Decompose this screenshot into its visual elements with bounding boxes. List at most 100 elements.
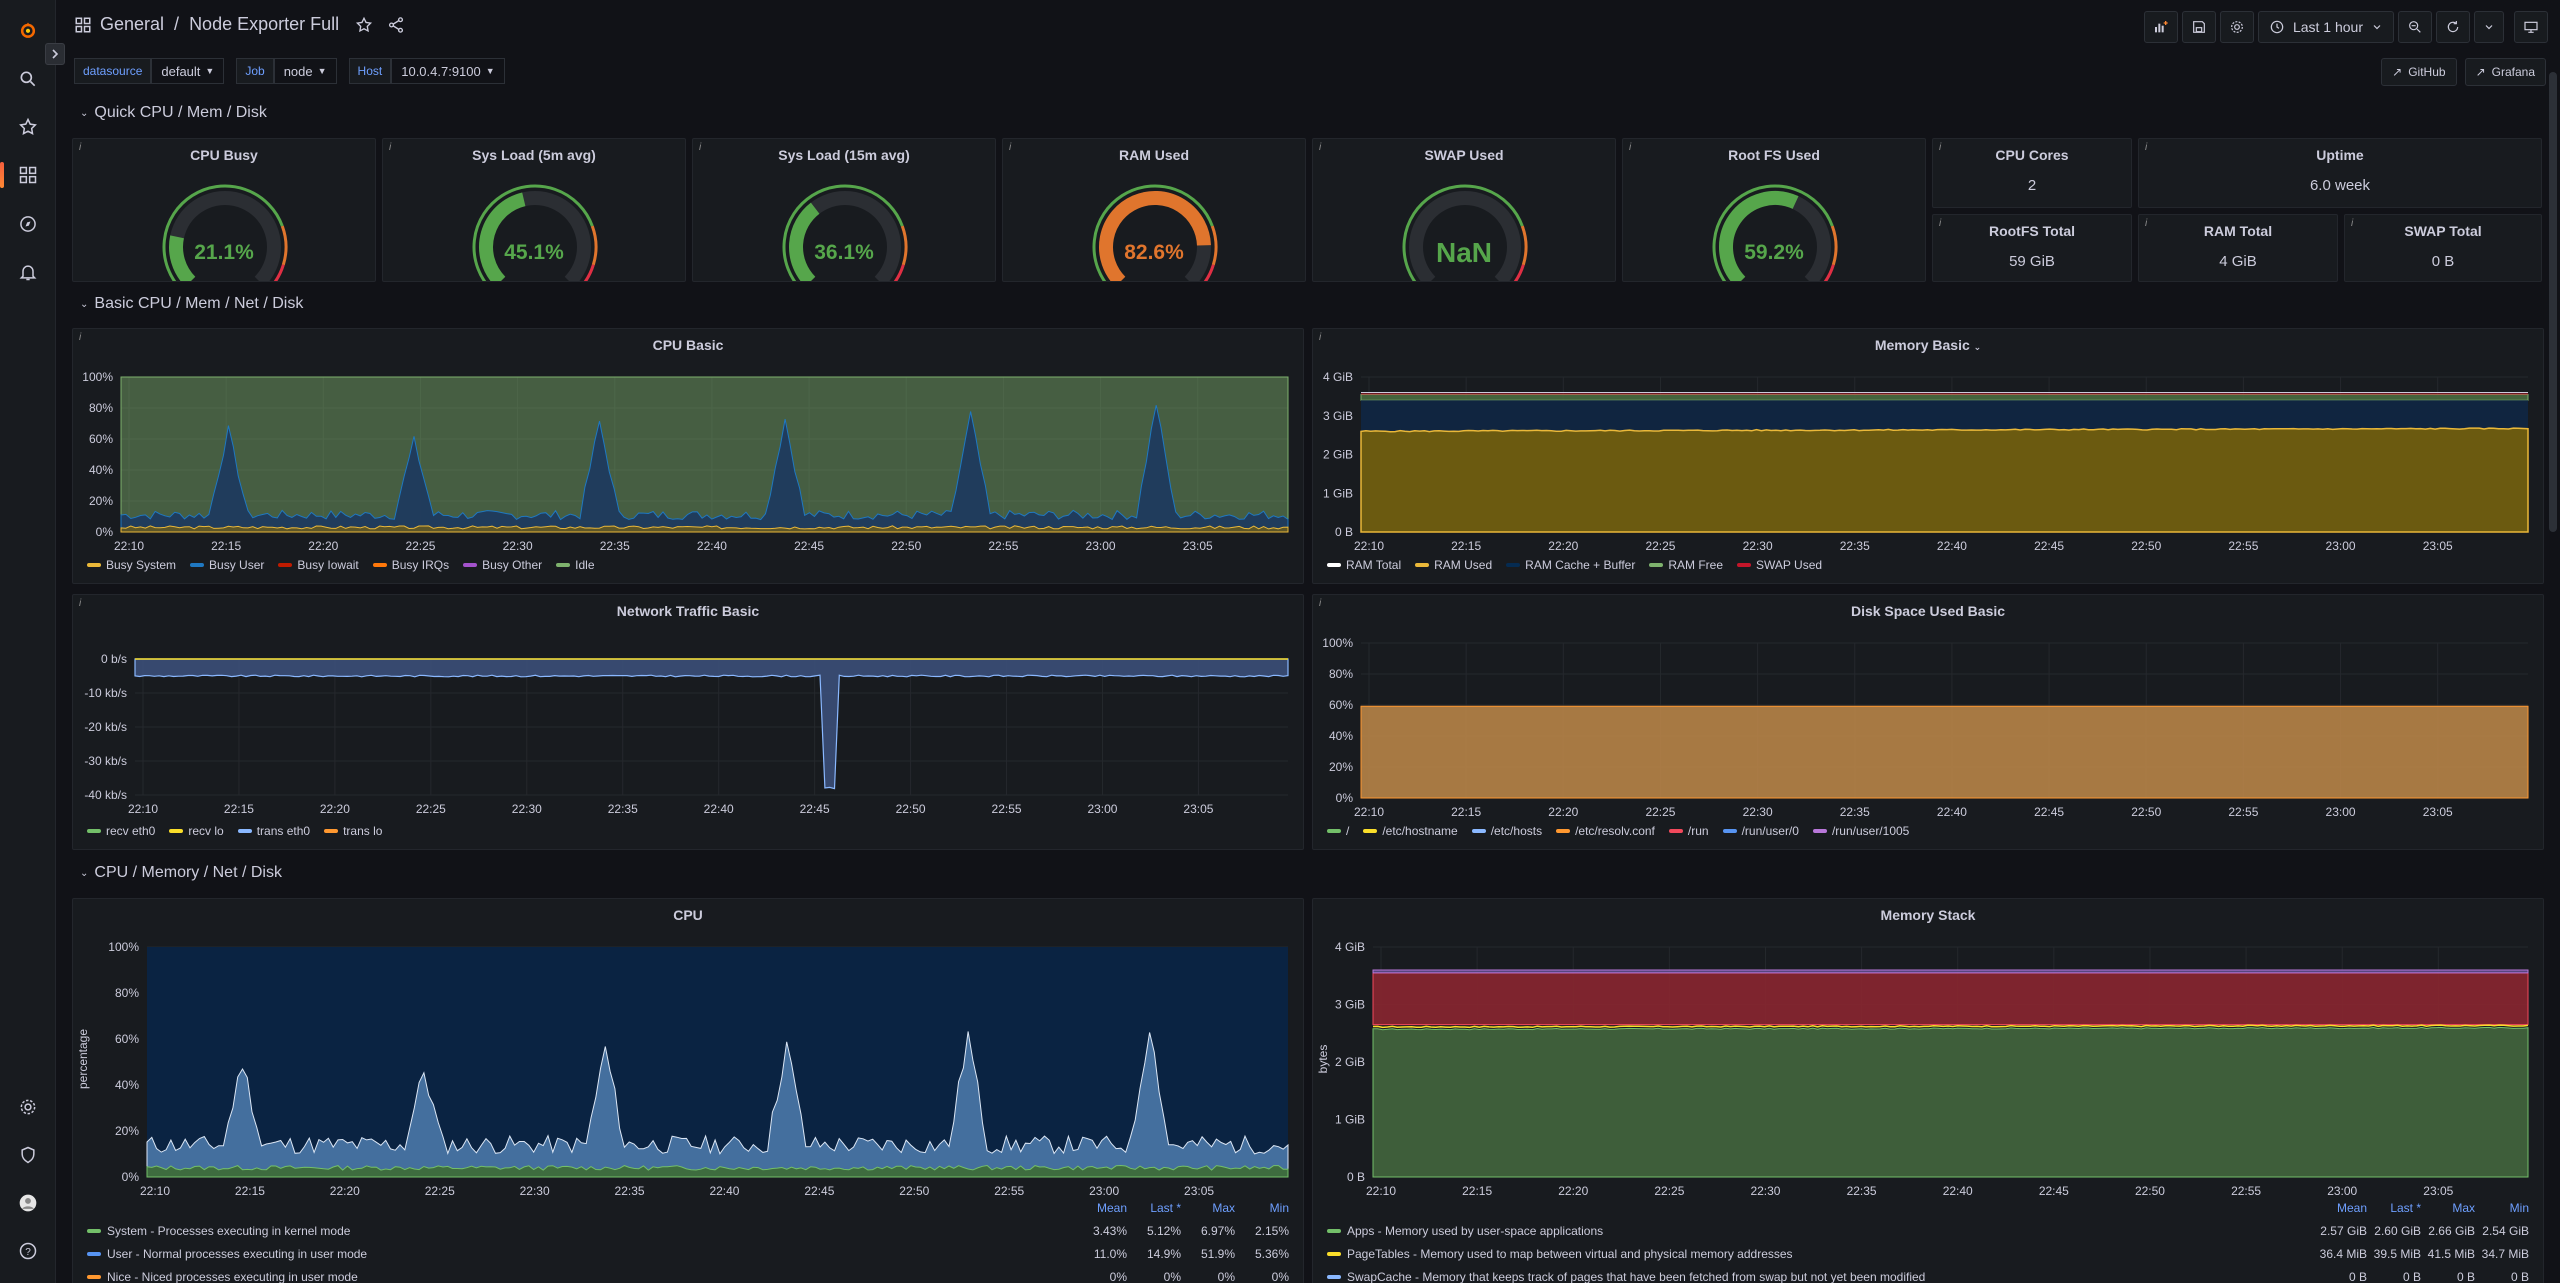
github-link[interactable]: ↗ GitHub <box>2381 58 2457 86</box>
column-header[interactable]: Max <box>1212 1200 1235 1215</box>
gauge-panel[interactable]: i CPU Busy 21.1% <box>72 138 376 282</box>
legend-item[interactable]: /run/user/0 <box>1722 824 1799 838</box>
refresh-icon <box>2447 21 2459 33</box>
legend-item[interactable]: Busy System <box>87 558 176 572</box>
legend-item[interactable]: /run <box>1668 824 1709 838</box>
legend-item[interactable]: RAM Free <box>1649 558 1723 572</box>
dashboards-icon[interactable] <box>0 155 56 195</box>
time-picker-button[interactable]: Last 1 hour <box>2257 11 2394 43</box>
column-header[interactable]: Last * <box>1150 1200 1181 1215</box>
legend-item[interactable]: Busy User <box>190 558 264 572</box>
legend-item[interactable]: Busy Iowait <box>278 558 359 572</box>
variable-select-job[interactable]: node ▼ <box>273 58 337 84</box>
gauge-panel[interactable]: i Sys Load (5m avg) 45.1% <box>382 138 686 282</box>
legend-table-row[interactable]: SwapCache - Memory that keeps track of p… <box>1327 1265 2529 1283</box>
panel-memory-basic[interactable]: i Memory Basic ⌄ 4 GiB 3 GiB 2 GiB 1 GiB 0 B… <box>1312 328 2544 584</box>
dashboard-title[interactable]: Node Exporter Full <box>189 14 340 34</box>
legend-item[interactable]: / <box>1327 824 1349 838</box>
expand-menu-chevron-icon[interactable] <box>45 43 65 65</box>
variable-select-host[interactable]: 10.0.4.7:9100 ▼ <box>391 58 505 84</box>
legend-table-row[interactable]: Nice - Niced processes executing in user… <box>87 1265 1289 1283</box>
info-icon: i <box>1629 142 1632 153</box>
legend-item[interactable]: SWAP Used <box>1737 558 1822 572</box>
legend-value-min: 2.54 GiB <box>2482 1223 2529 1238</box>
configuration-gear-icon[interactable] <box>0 1087 56 1127</box>
row-basic-cpu-mem-net-disk[interactable]: ⌄ Basic CPU / Mem / Net / Disk <box>80 295 303 313</box>
legend-item[interactable]: /etc/hostname <box>1363 824 1458 838</box>
starred-icon[interactable] <box>0 107 56 147</box>
panel-memory-stack[interactable]: Memory Stack 4 GiB 3 GiB 2 GiB 1 GiB 0 B 22:1… <box>1312 898 2544 1283</box>
grafana-link[interactable]: ↗ Grafana <box>2464 58 2546 86</box>
legend-item[interactable]: RAM Used <box>1415 558 1492 572</box>
panel-cpu-basic[interactable]: i CPU Basic 100% 80% 60% 40% 20% 0% 22:10 22:15… <box>72 328 1304 584</box>
zoom-out-button[interactable] <box>2398 11 2432 43</box>
legend-item[interactable]: trans lo <box>324 824 382 838</box>
page-scrollbar[interactable] <box>2549 72 2557 532</box>
add-panel-button[interactable] <box>2143 11 2178 43</box>
legend-item[interactable]: /etc/resolv.conf <box>1556 824 1655 838</box>
stat-panel-ram-total[interactable]: i RAM Total 4 GiB <box>2138 214 2338 282</box>
legend-item[interactable]: /etc/hosts <box>1471 824 1542 838</box>
stat-panel-uptime[interactable]: i Uptime 6.0 week <box>2138 138 2542 208</box>
gauge-panel[interactable]: i Root FS Used 59.2% <box>1622 138 1926 282</box>
legend-item[interactable]: Idle <box>556 558 595 572</box>
user-avatar[interactable] <box>0 1183 56 1223</box>
server-admin-shield-icon[interactable] <box>0 1135 56 1175</box>
legend-table-row[interactable]: System - Processes executing in kernel m… <box>87 1219 1289 1242</box>
tv-mode-button[interactable] <box>2514 11 2548 43</box>
axis-tick-label: 22:40 <box>1943 1184 1973 1198</box>
axis-tick-label: 4 GiB <box>1323 370 1353 384</box>
axis-tick-label: 22:30 <box>512 802 542 816</box>
legend-item[interactable]: Busy IRQs <box>372 558 449 572</box>
stat-panel-swap-total[interactable]: i SWAP Total 0 B <box>2344 214 2542 282</box>
row-cpu-memory-net-disk[interactable]: ⌄ CPU / Memory / Net / Disk <box>80 864 282 882</box>
column-header[interactable]: Max <box>2452 1200 2475 1215</box>
refresh-interval-dropdown[interactable] <box>2474 11 2504 43</box>
column-header[interactable]: Min <box>1269 1200 1289 1215</box>
explore-icon[interactable] <box>0 204 56 244</box>
legend-item[interactable]: RAM Cache + Buffer <box>1506 558 1635 572</box>
panel-network-traffic-basic[interactable]: i Network Traffic Basic 0 b/s -10 kb/s -20… <box>72 594 1304 850</box>
svg-text:?: ? <box>25 1247 31 1258</box>
legend-item[interactable]: trans eth0 <box>237 824 310 838</box>
axis-tick-label: 100% <box>1322 636 1353 650</box>
stat-value: 2 <box>2027 177 2037 194</box>
variable-select-datasource[interactable]: default ▼ <box>151 58 225 84</box>
gauge-panel[interactable]: i Sys Load (15m avg) 36.1% <box>692 138 996 282</box>
legend-item[interactable]: recv eth0 <box>87 824 155 838</box>
row-quick-cpu-mem-disk[interactable]: ⌄ Quick CPU / Mem / Disk <box>80 104 267 122</box>
stat-panel-cpu-cores[interactable]: i CPU Cores 2 <box>1932 138 2132 208</box>
stat-panel-rootfs-total[interactable]: i RootFS Total 59 GiB <box>1932 214 2132 282</box>
legend-item[interactable]: recv lo <box>169 824 224 838</box>
refresh-button[interactable] <box>2436 11 2470 43</box>
folder-link[interactable]: General <box>100 14 165 34</box>
help-icon[interactable]: ? <box>0 1231 56 1271</box>
legend-table-row[interactable]: PageTables - Memory used to map between … <box>1327 1242 2529 1265</box>
legend-swatch <box>1327 1274 1341 1279</box>
column-header[interactable]: Mean <box>2336 1200 2367 1215</box>
legend-item[interactable]: RAM Total <box>1327 558 1401 572</box>
panel-disk-space-used-basic[interactable]: i Disk Space Used Basic 100% 80% 60% 40% 20%… <box>1312 594 2544 850</box>
ram-used-area <box>1360 427 2529 533</box>
dashboard-links: ↗ GitHub ↗ Grafana <box>2381 58 2546 86</box>
alerting-bell-icon[interactable] <box>0 252 56 292</box>
column-header[interactable]: Min <box>2509 1200 2529 1215</box>
column-header[interactable]: Last * <box>2390 1200 2421 1215</box>
gauge-arc <box>1092 184 1218 281</box>
dashboard-settings-button[interactable] <box>2219 11 2254 43</box>
grafana-logo-icon[interactable] <box>0 10 56 50</box>
legend-item[interactable]: Busy Other <box>463 558 542 572</box>
legend-item[interactable]: /run/user/1005 <box>1812 824 1909 838</box>
gauge-panel[interactable]: i SWAP Used NaN <box>1312 138 1616 282</box>
star-icon[interactable] <box>355 16 373 34</box>
panel-cpu[interactable]: CPU 100% 80% 60% 40% 20% 0% 22:10 22:15 22:20 22:… <box>72 898 1304 1283</box>
legend-table-row[interactable]: Apps - Memory used by user-space applica… <box>1327 1219 2529 1242</box>
search-icon[interactable] <box>0 59 56 99</box>
share-icon[interactable] <box>387 16 405 34</box>
legend: recv eth0 recv lo trans eth0 trans lo <box>87 824 382 838</box>
legend-table-row[interactable]: User - Normal processes executing in use… <box>87 1242 1289 1265</box>
column-header[interactable]: Mean <box>1096 1200 1127 1215</box>
save-dashboard-button[interactable] <box>2181 11 2216 43</box>
chevron-down-icon: ⌄ <box>80 298 89 310</box>
gauge-panel[interactable]: i RAM Used 82.6% <box>1002 138 1306 282</box>
